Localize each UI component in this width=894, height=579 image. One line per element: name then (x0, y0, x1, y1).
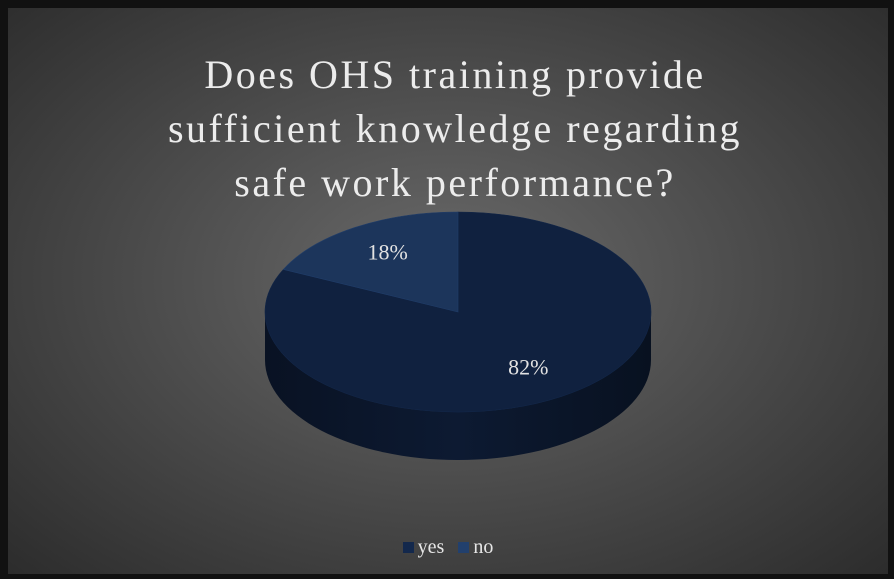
legend-swatch (402, 542, 414, 553)
pie-side (265, 312, 651, 460)
legend-entry: no (458, 536, 493, 559)
legend-entry: yes (402, 536, 445, 559)
chart-area: 82% 18% Does OHS training provide suffici… (8, 8, 888, 574)
data-label: 18% (368, 240, 408, 265)
data-label: 82% (508, 354, 548, 379)
pie-chart: 82% 18% (264, 211, 652, 460)
pie-slice (282, 211, 459, 313)
chart-title: Does OHS training provide sufficient kno… (167, 52, 743, 205)
legend-label: yes (417, 536, 445, 558)
legend: yes no (8, 536, 888, 559)
legend-swatch (458, 542, 470, 553)
legend-label: no (473, 536, 494, 558)
